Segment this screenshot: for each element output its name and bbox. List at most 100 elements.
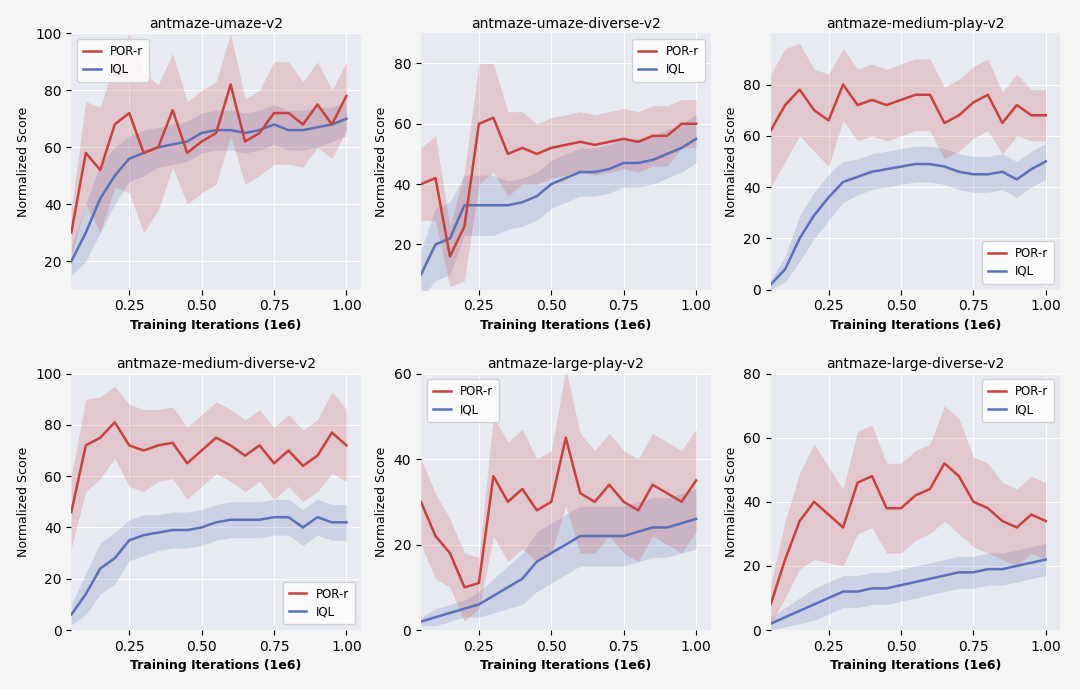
POR-r (325, 121, 338, 129)
POR-r (79, 149, 92, 157)
POR-r (282, 446, 295, 455)
IQL (661, 524, 674, 532)
IQL (458, 604, 471, 613)
IQL (544, 549, 557, 557)
X-axis label: Training Iterations (1e6): Training Iterations (1e6) (481, 319, 651, 332)
POR-r (108, 418, 121, 426)
IQL (996, 167, 1009, 176)
IQL (458, 201, 471, 209)
X-axis label: Training Iterations (1e6): Training Iterations (1e6) (829, 659, 1001, 672)
POR-r (793, 517, 806, 525)
POR-r (166, 439, 179, 447)
Legend: POR-r, IQL: POR-r, IQL (982, 380, 1054, 422)
Legend: POR-r, IQL: POR-r, IQL (78, 39, 149, 82)
POR-r (837, 524, 850, 532)
IQL (822, 594, 835, 602)
IQL (894, 581, 907, 589)
IQL (1025, 165, 1038, 174)
POR-r (675, 497, 688, 506)
IQL (79, 229, 92, 237)
IQL (923, 160, 936, 168)
POR-r (472, 120, 485, 128)
POR-r (544, 497, 557, 506)
POR-r (646, 480, 659, 489)
POR-r (808, 106, 821, 114)
IQL (1025, 559, 1038, 567)
IQL (268, 513, 281, 522)
IQL (151, 143, 164, 152)
IQL (253, 515, 266, 524)
POR-r (501, 150, 514, 158)
IQL (953, 167, 966, 176)
IQL (765, 619, 778, 628)
POR-r (690, 476, 703, 484)
POR-r (822, 116, 835, 125)
POR-r (967, 99, 980, 107)
Y-axis label: Normalized Score: Normalized Score (725, 446, 738, 557)
IQL (530, 557, 543, 566)
IQL (646, 156, 659, 164)
IQL (808, 600, 821, 608)
X-axis label: Training Iterations (1e6): Training Iterations (1e6) (481, 659, 651, 672)
POR-r (937, 459, 950, 467)
IQL (123, 154, 136, 163)
IQL (151, 528, 164, 537)
IQL (632, 528, 645, 536)
Title: antmaze-medium-play-v2: antmaze-medium-play-v2 (826, 17, 1004, 31)
POR-r (603, 480, 616, 489)
IQL (793, 234, 806, 243)
IQL (325, 121, 338, 129)
Y-axis label: Normalized Score: Normalized Score (375, 106, 388, 216)
IQL (793, 607, 806, 615)
POR-r (516, 144, 529, 152)
IQL (137, 149, 150, 157)
IQL (982, 170, 995, 178)
IQL (429, 240, 442, 249)
IQL (94, 194, 107, 203)
IQL (239, 515, 252, 524)
IQL (589, 168, 602, 176)
IQL (166, 141, 179, 149)
Line: IQL: IQL (71, 119, 347, 261)
POR-r (618, 135, 631, 143)
Title: antmaze-medium-diverse-v2: antmaze-medium-diverse-v2 (117, 357, 316, 371)
IQL (865, 167, 878, 176)
POR-r (837, 81, 850, 89)
POR-r (311, 101, 324, 109)
IQL (472, 201, 485, 209)
POR-r (429, 174, 442, 182)
POR-r (137, 446, 150, 455)
IQL (415, 617, 428, 626)
POR-r (516, 485, 529, 493)
POR-r (166, 106, 179, 114)
POR-r (1011, 524, 1024, 532)
IQL (967, 170, 980, 178)
Line: IQL: IQL (71, 517, 347, 615)
POR-r (415, 180, 428, 188)
IQL (268, 121, 281, 129)
Legend: POR-r, IQL: POR-r, IQL (982, 241, 1054, 284)
POR-r (793, 85, 806, 94)
IQL (544, 180, 557, 188)
POR-r (894, 504, 907, 513)
Line: IQL: IQL (421, 519, 697, 621)
POR-r (559, 141, 572, 149)
IQL (632, 159, 645, 167)
POR-r (487, 114, 500, 122)
POR-r (880, 101, 893, 109)
POR-r (268, 459, 281, 467)
POR-r (268, 109, 281, 117)
X-axis label: Training Iterations (1e6): Training Iterations (1e6) (131, 659, 301, 672)
IQL (675, 144, 688, 152)
IQL (603, 165, 616, 173)
IQL (325, 518, 338, 526)
POR-r (530, 150, 543, 158)
POR-r (1039, 517, 1052, 525)
POR-r (79, 441, 92, 449)
POR-r (195, 137, 208, 145)
IQL (880, 584, 893, 593)
POR-r (632, 138, 645, 146)
POR-r (487, 472, 500, 480)
POR-r (282, 109, 295, 117)
POR-r (573, 489, 586, 497)
